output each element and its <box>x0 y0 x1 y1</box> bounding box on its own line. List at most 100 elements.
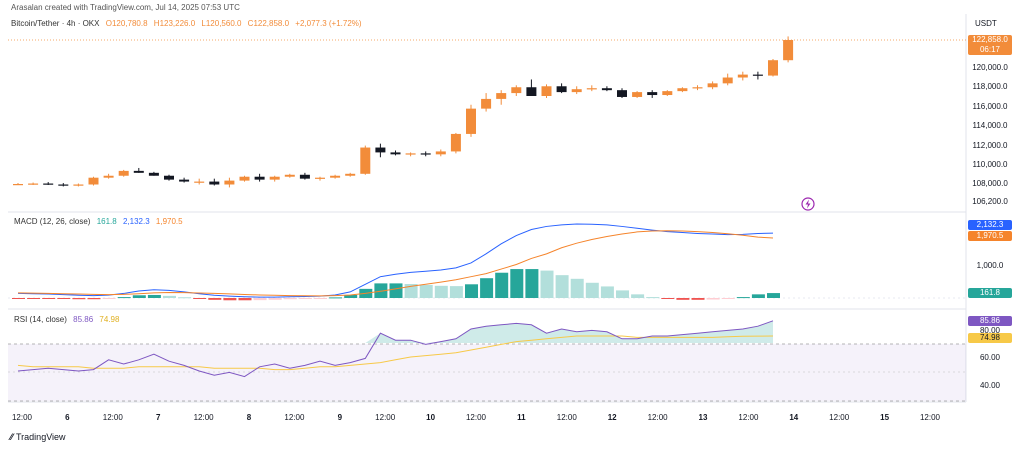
candle-body <box>88 177 99 185</box>
histogram-bar <box>102 298 116 299</box>
price-axis-tick: 114,000.0 <box>972 121 1008 131</box>
candle-body <box>43 183 54 185</box>
candle-body <box>254 176 265 180</box>
histogram-bar <box>117 297 131 299</box>
histogram-bar <box>525 269 539 298</box>
histogram-bar <box>253 298 267 301</box>
lightning-icon[interactable] <box>801 197 815 211</box>
histogram-bar <box>12 298 25 299</box>
time-axis-label: 12:00 <box>375 413 396 422</box>
histogram-bar <box>193 298 207 299</box>
time-axis-label: 8 <box>246 413 252 422</box>
histogram-bar <box>283 298 297 300</box>
histogram-bar <box>661 298 675 299</box>
time-axis-label: 12:00 <box>193 413 214 422</box>
candle-body <box>586 88 597 90</box>
histogram-bar <box>344 294 358 298</box>
histogram-bar <box>495 272 509 298</box>
macd-line <box>17 223 774 298</box>
signal-line-tag: 1,970.5 <box>968 231 1012 241</box>
histogram-bar <box>631 294 645 298</box>
candle-body <box>239 176 250 181</box>
footer-brand: ⁄⁄ TradingView <box>10 432 66 442</box>
rsi-layer <box>17 320 774 378</box>
time-axis-label: 12:00 <box>11 413 33 422</box>
candle-body <box>330 175 341 178</box>
candle-body <box>435 151 446 155</box>
candle-body <box>768 60 778 76</box>
histogram-bar <box>298 298 312 299</box>
histogram-bar <box>691 298 705 300</box>
time-axis-label: 7 <box>155 413 161 422</box>
candle-body <box>511 87 522 94</box>
histogram-bar <box>600 286 614 298</box>
time-axis-label: 15 <box>880 413 890 422</box>
rsi-legend: RSI (14, close) 85.86 74.98 <box>14 315 120 324</box>
candle-body <box>405 153 416 155</box>
price-axis-tick: 108,000.0 <box>972 179 1008 189</box>
candle-body <box>284 174 295 177</box>
candle-body <box>737 74 748 78</box>
rsi-tag: 85.86 <box>968 316 1012 326</box>
histogram-bar <box>721 298 735 299</box>
histogram-bar <box>419 284 433 298</box>
histogram-bar <box>57 298 71 299</box>
histogram-bar <box>767 293 780 298</box>
time-axis-label: 12:00 <box>829 413 850 422</box>
time-axis-label: 12:00 <box>102 413 123 422</box>
histogram-bar <box>268 298 282 300</box>
histogram-bar <box>570 278 584 298</box>
price-axis-tick: 112,000.0 <box>972 140 1008 150</box>
histogram-bar <box>223 298 237 301</box>
price-axis-tick: 118,000.0 <box>972 82 1008 92</box>
candle-body <box>783 40 794 61</box>
time-axis-label: 12:00 <box>919 413 941 422</box>
time-axis-label: 14 <box>789 413 799 422</box>
candle-body <box>315 177 325 179</box>
candle-body <box>526 87 537 96</box>
time-axis-label: 12 <box>607 413 617 422</box>
histogram-bar <box>585 282 599 298</box>
histogram-bar <box>706 298 720 300</box>
histogram-bar <box>434 285 448 298</box>
time-axis-label: 13 <box>698 413 708 422</box>
rsi-tick-60: 60.00 <box>979 353 1001 362</box>
histogram-bar <box>676 298 690 300</box>
time-axis-label: 12:00 <box>738 413 759 422</box>
candle-body <box>103 175 114 178</box>
candle-body <box>571 89 582 93</box>
candle-body <box>269 176 280 180</box>
histogram-bar <box>132 295 146 298</box>
histogram-bar <box>208 298 222 300</box>
histogram-bar <box>178 297 192 299</box>
change-value: +2,077.3 (+1.72%) <box>295 19 362 28</box>
histogram-bar <box>27 298 41 299</box>
rsi-tick-80: 80.00 <box>979 326 1001 335</box>
candle-body <box>345 173 356 176</box>
rsi-ma-tag: 74.98 <box>968 333 1012 343</box>
histogram-bar <box>616 290 629 298</box>
price-legend: Bitcoin/Tether · 4h · OKX O120,780.8 H12… <box>11 19 362 28</box>
rsi-tick-40: 40.00 <box>979 381 1001 390</box>
histogram-bar <box>374 283 388 298</box>
histogram-bar <box>480 278 494 298</box>
histogram-bar <box>449 286 463 298</box>
histogram-bar <box>555 275 569 298</box>
time-axis-label: 10 <box>426 413 436 422</box>
histogram-bar <box>736 297 750 299</box>
candle-body <box>677 88 688 92</box>
symbol-label: Bitcoin/Tether · 4h · OKX <box>11 19 100 28</box>
histogram-bar <box>751 294 765 298</box>
histogram-bar <box>389 283 403 298</box>
candle-body <box>28 183 39 185</box>
candle-body <box>148 172 159 176</box>
candle-body <box>164 175 174 180</box>
candle-body <box>601 88 612 91</box>
histogram-bar <box>465 284 478 298</box>
candle-body <box>179 179 190 182</box>
time-axis-label: 12:00 <box>284 413 305 422</box>
candle-body <box>299 174 310 179</box>
candle-body <box>209 181 220 185</box>
histogram-bar <box>646 297 660 299</box>
